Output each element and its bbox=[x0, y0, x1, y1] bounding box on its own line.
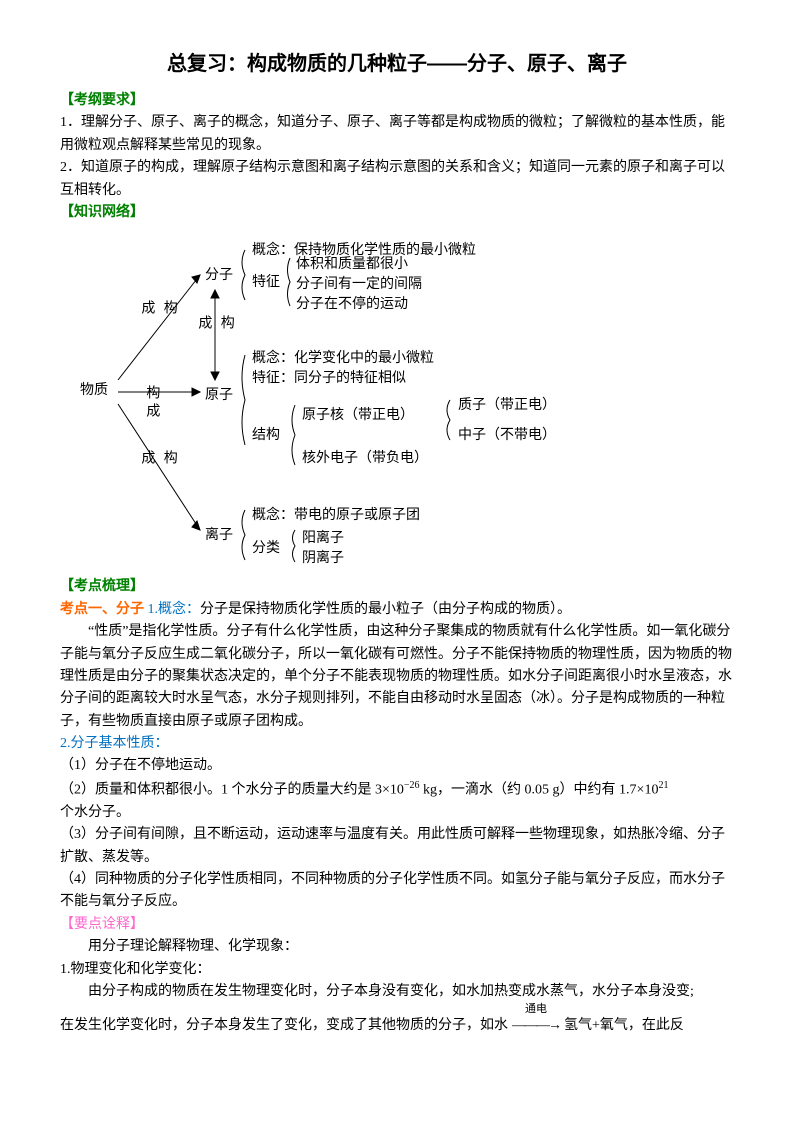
label-goucheng-4: 构成 bbox=[192, 315, 237, 333]
point1-sub1-label: 1.概念： bbox=[148, 602, 201, 617]
node-wuzhi: 物质 bbox=[80, 380, 108, 402]
section-wangluo: 【知识网络】 bbox=[60, 202, 734, 224]
point1-sub2-label: 2.分子基本性质： bbox=[60, 733, 734, 755]
node-fenzi: 分子 bbox=[205, 265, 233, 287]
label-goucheng-2: 构成 bbox=[140, 385, 162, 421]
section-shuli: 【考点梳理】 bbox=[60, 576, 734, 598]
yuanzi-jiegou: 结构 bbox=[252, 425, 280, 447]
point1-li1: （1）分子在不停地运动。 bbox=[60, 755, 734, 777]
point1-li2c: 个水分子。 bbox=[60, 802, 734, 824]
fenzi-tezheng: 特征 bbox=[252, 272, 280, 294]
reaction-arrow: 通电———→ bbox=[508, 1015, 564, 1037]
knowledge-diagram: 物质 构成 构成 构成 构成 分子 原子 离子 概念：保持物质化学性质的最小微粒… bbox=[80, 230, 640, 570]
node-lizi: 离子 bbox=[205, 525, 233, 547]
node-yuanzi: 原子 bbox=[205, 385, 233, 407]
point1-sub1-text: 分子是保持物质化学性质的最小粒子（由分子构成的物质）。 bbox=[200, 602, 571, 617]
quanshi-p2: 在发生化学变化时，分子本身发生了变化，变成了其他物质的分子，如水通电———→氢气… bbox=[60, 1015, 734, 1037]
yuanzi-tezheng: 特征：同分子的特征相似 bbox=[252, 368, 406, 390]
yz-dianzi: 核外电子（带负电） bbox=[302, 448, 428, 470]
quanshi-h1: 1.物理变化和化学变化： bbox=[60, 959, 734, 981]
point1-header: 考点一、分子 bbox=[60, 602, 144, 617]
section-quanshi: 【要点诠释】 bbox=[60, 914, 734, 936]
lizi-fenlei: 分类 bbox=[252, 538, 280, 560]
point1-line: 考点一、分子 1.概念：分子是保持物质化学性质的最小粒子（由分子构成的物质）。 bbox=[60, 599, 734, 621]
label-goucheng-1: 构成 bbox=[135, 300, 180, 318]
quanshi-intro: 用分子理论解释物理、化学现象： bbox=[60, 936, 734, 958]
point1-li3: （3）分子间有间隙，且不断运动，运动速率与温度有关。用此性质可解释一些物理现象，… bbox=[60, 824, 734, 869]
kaogang-item-2: 2．知道原子的构成，理解原子结构示意图和离子结构示意图的关系和含义；知道同一元素… bbox=[60, 157, 734, 202]
fenzi-t3: 分子在不停的运动 bbox=[296, 294, 408, 316]
label-goucheng-3: 构成 bbox=[135, 450, 180, 468]
section-kaogang: 【考纲要求】 bbox=[60, 90, 734, 112]
point1-p1: “性质”是指化学性质。分子有什么化学性质，由这种分子聚集成的物质就有什么化学性质… bbox=[60, 621, 734, 733]
yz-he: 原子核（带正电） bbox=[302, 405, 414, 427]
quanshi-p1: 由分子构成的物质在发生物理变化时，分子本身没有变化，如水加热变成水蒸气，水分子本… bbox=[60, 981, 734, 1003]
lizi-gainian: 概念：带电的原子或原子团 bbox=[252, 505, 420, 527]
point1-li4: （4）同种物质的分子化学性质相同，不同种物质的分子化学性质不同。如氢分子能与氧分… bbox=[60, 869, 734, 914]
page-title: 总复习：构成物质的几种粒子——分子、原子、离子 bbox=[60, 48, 734, 80]
zhizi: 质子（带正电） bbox=[458, 395, 556, 417]
yin: 阴离子 bbox=[302, 548, 344, 570]
point1-li2: （2）质量和体积都很小。1 个水分子的质量大约是 3×10−26 kg，一滴水（… bbox=[60, 778, 734, 802]
kaogang-item-1: 1．理解分子、原子、离子的概念，知道分子、原子、离子等都是构成物质的微粒；了解微… bbox=[60, 112, 734, 157]
zhongzi: 中子（不带电） bbox=[458, 425, 556, 447]
